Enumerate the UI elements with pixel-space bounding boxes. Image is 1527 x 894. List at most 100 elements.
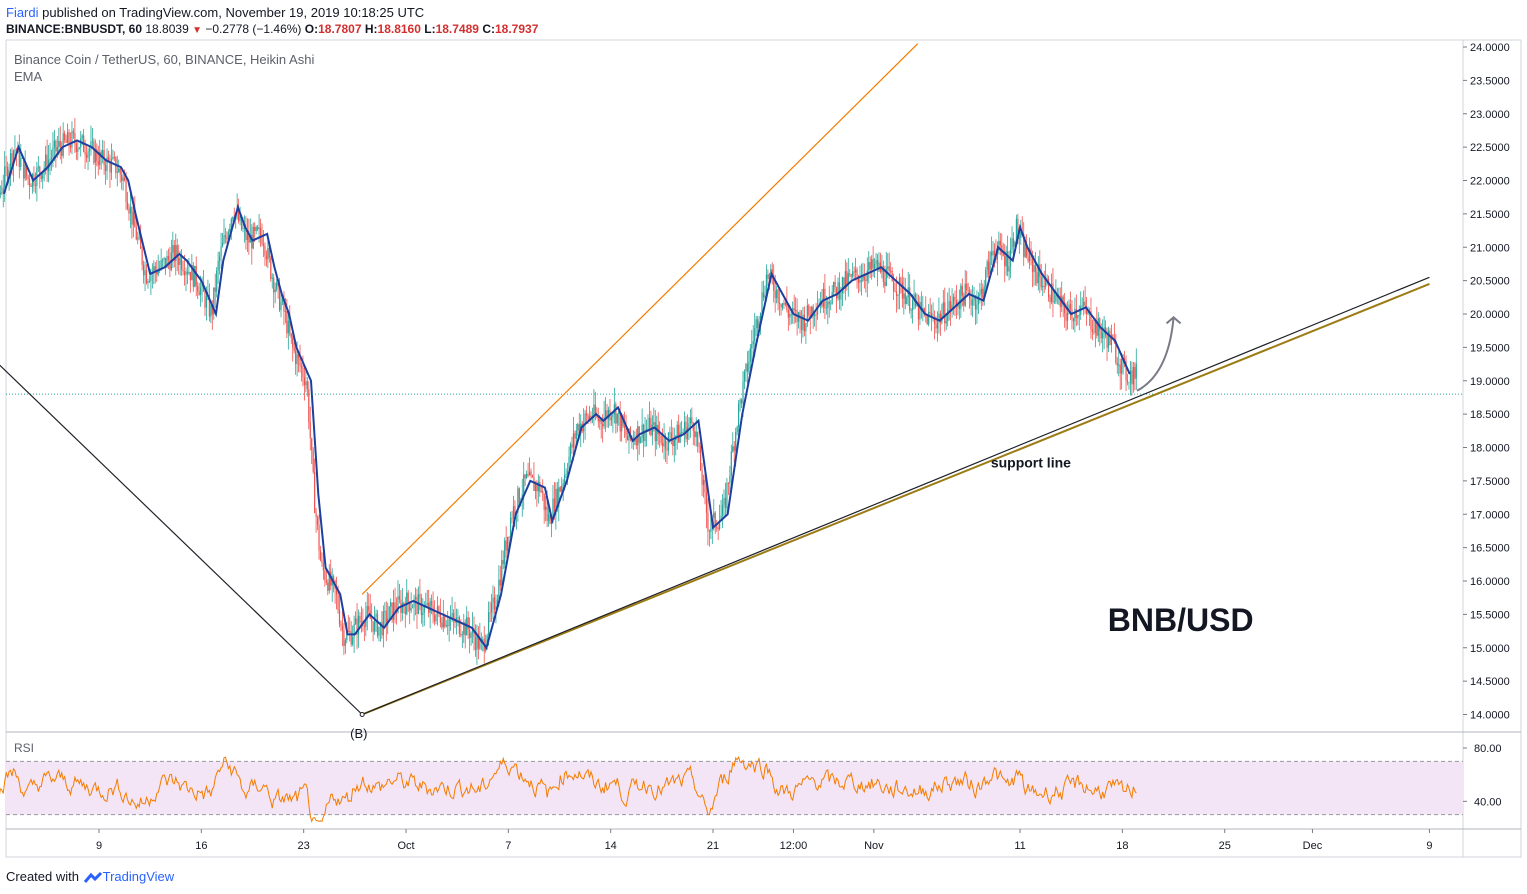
candle-body — [414, 596, 417, 600]
candle-body — [805, 323, 807, 332]
candle-body — [904, 293, 906, 304]
candle-body — [666, 448, 668, 451]
candle-body — [977, 295, 979, 305]
tradingview-brand[interactable]: TradingView — [102, 869, 175, 884]
candle-body — [793, 308, 795, 311]
author-link[interactable]: Fiardi — [6, 5, 39, 20]
candle-body — [492, 597, 494, 604]
candle-body — [173, 245, 175, 261]
candle-body — [844, 271, 846, 289]
candle-body — [284, 311, 287, 312]
candle-body — [664, 436, 667, 449]
projection-arrow — [1136, 317, 1175, 392]
candle-body — [372, 621, 374, 632]
candle-body — [871, 259, 873, 270]
candle-body — [378, 626, 380, 636]
candle-body — [606, 410, 608, 419]
candle-body — [280, 302, 282, 311]
x-tick-label: 12:00 — [780, 840, 808, 852]
time-axis[interactable]: 9 16 23 Oct 7 14 21 12:00 Nov 11 18 25 Dec 9 — [96, 829, 1433, 852]
candle-body — [315, 512, 317, 517]
candle-body — [958, 304, 960, 309]
candle-body — [1100, 330, 1102, 339]
candle-body — [660, 435, 662, 443]
candle-body — [862, 276, 864, 282]
candle-body — [507, 536, 509, 551]
candle-body — [167, 256, 170, 261]
candle-body — [135, 227, 137, 240]
candle-body — [287, 320, 289, 334]
candle-body — [1099, 318, 1101, 331]
candle-body — [194, 265, 196, 287]
candle-body — [942, 302, 944, 315]
candle-body — [553, 498, 556, 515]
candle-body — [1128, 382, 1130, 384]
candle-body — [584, 413, 586, 424]
candle-body — [49, 159, 51, 161]
candle-body — [1011, 238, 1013, 250]
candle-body — [679, 432, 681, 443]
candle-body — [939, 313, 941, 323]
candle-body — [729, 476, 731, 484]
candle-body — [866, 270, 868, 281]
candle-body — [594, 404, 596, 416]
candle-body — [214, 287, 216, 292]
candle-body — [825, 307, 827, 309]
candle-body — [951, 304, 953, 311]
y-tick-label: 18.5000 — [1470, 409, 1510, 421]
candle-body — [229, 228, 231, 232]
candle-body — [319, 550, 322, 561]
candle-body — [745, 363, 747, 372]
candle-body — [673, 440, 675, 446]
trendlines-layer[interactable]: support line BNB/USD (B) — [0, 43, 1430, 741]
candle-body — [575, 430, 577, 439]
candle-body — [1043, 286, 1045, 287]
candle-body — [704, 479, 706, 493]
y-tick-label: 16.0000 — [1470, 576, 1510, 588]
candle-body — [376, 613, 379, 636]
candle-body — [1090, 311, 1092, 330]
candle-body — [488, 612, 490, 636]
candle-body — [999, 240, 1001, 246]
candle-body — [216, 270, 218, 292]
candle-body — [773, 278, 775, 292]
price-axis[interactable]: 24.0000 23.5000 23.0000 22.5000 22.0000 21.50… — [1463, 42, 1510, 722]
low-label: L: — [424, 22, 436, 36]
candle-body — [75, 143, 77, 152]
candle-body — [1084, 301, 1086, 308]
candle-body — [1036, 272, 1038, 284]
candle-body — [1065, 313, 1067, 321]
candle-body — [224, 235, 227, 238]
candle-body — [963, 295, 965, 306]
y-tick-label: 23.5000 — [1470, 75, 1510, 87]
candle-body — [404, 606, 406, 615]
x-tick-label: 14 — [605, 840, 617, 852]
candle-body — [325, 580, 327, 583]
candle-body — [74, 133, 76, 144]
candle-body — [847, 273, 849, 285]
candle-body — [853, 271, 855, 273]
pivot-point — [359, 712, 365, 717]
candle-body — [856, 269, 858, 277]
candle-body — [1077, 315, 1079, 318]
candle-body — [1134, 366, 1136, 379]
candle-body — [42, 172, 44, 179]
candle-body — [391, 602, 393, 620]
candle-body — [251, 234, 253, 249]
candle-body — [353, 623, 355, 638]
candle-body — [128, 208, 130, 214]
candle-body — [1037, 264, 1039, 284]
publish-info: Fiardi published on TradingView.com, Nov… — [6, 5, 424, 20]
candle-body — [113, 156, 115, 158]
candle-body — [585, 413, 588, 416]
candle-body — [303, 377, 306, 386]
candle-body — [359, 615, 361, 623]
candle-body — [740, 399, 743, 404]
candle-body — [30, 186, 32, 187]
candle-body — [318, 524, 320, 551]
candle-body — [464, 622, 466, 636]
candle-body — [273, 277, 275, 293]
candle-body — [698, 445, 700, 447]
candle-body — [859, 280, 861, 283]
